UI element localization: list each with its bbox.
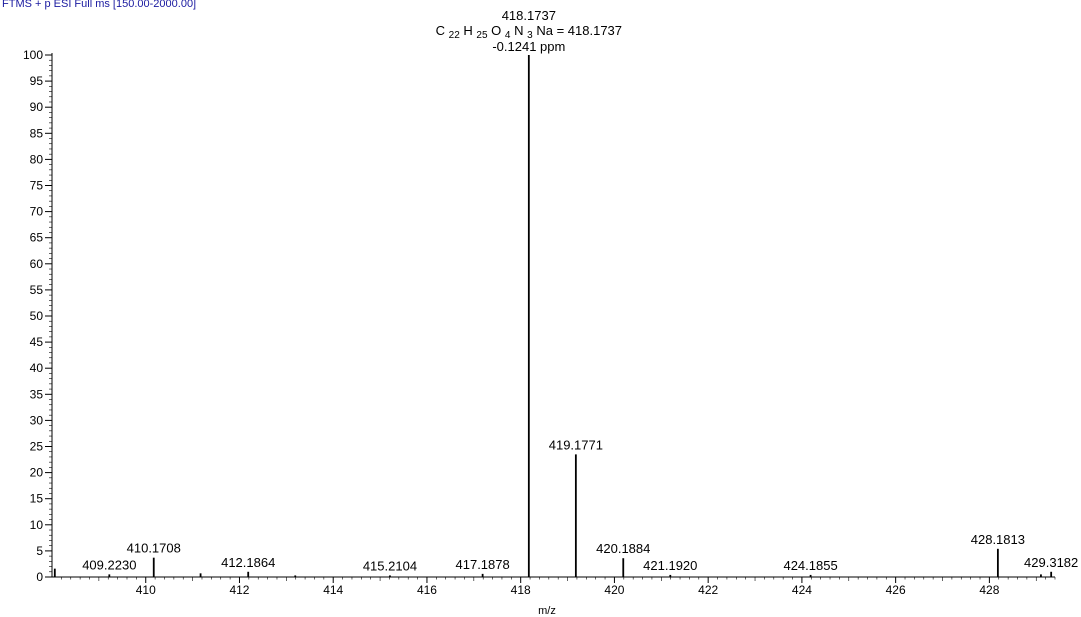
y-tick-label: 10	[30, 518, 44, 532]
x-tick-label: 416	[417, 583, 437, 597]
y-tick-label: 65	[30, 231, 44, 245]
y-tick-label: 55	[30, 283, 44, 297]
peak-label: 429.3182	[1024, 555, 1078, 570]
y-tick-label: 25	[30, 440, 44, 454]
x-axis: 410 412 414 416 418 420 422 424 426 428	[52, 576, 1056, 597]
y-tick-label: 75	[30, 179, 44, 193]
annotation-ppm: -0.1241 ppm	[492, 39, 565, 54]
formula-part: H	[463, 23, 472, 38]
x-tick-label: 414	[323, 583, 343, 597]
annotation-formula: C 22 H 25 O 4 N 3 Na = 418.1737	[436, 23, 622, 41]
peak-label: 415.2104	[363, 558, 417, 573]
peak-label: 424.1855	[783, 558, 837, 573]
y-tick-label: 95	[30, 74, 44, 88]
y-tick-label: 15	[30, 492, 44, 506]
y-tick-label: 80	[30, 152, 44, 166]
formula-part: 418.1737	[568, 23, 622, 38]
x-tick-label: 412	[229, 583, 249, 597]
x-tick-label: 420	[604, 583, 624, 597]
y-tick-label: 0	[36, 570, 43, 584]
y-tick-label: 30	[30, 413, 44, 427]
peak-label: 412.1864	[221, 555, 275, 570]
y-tick-label: 45	[30, 335, 44, 349]
x-tick-label: 424	[792, 583, 812, 597]
x-tick-label: 428	[979, 583, 999, 597]
x-tick-label: 426	[886, 583, 906, 597]
y-tick-label: 90	[30, 100, 44, 114]
y-tick-label: 35	[30, 387, 44, 401]
peak-label: 421.1920	[643, 558, 697, 573]
peak-label: 409.2230	[82, 557, 136, 572]
y-tick-label: 40	[30, 361, 44, 375]
y-tick-label: 85	[30, 126, 44, 140]
y-tick-label: 60	[30, 257, 44, 271]
x-tick-label: 422	[698, 583, 718, 597]
formula-part: Na	[536, 23, 553, 38]
peak-label: 410.1708	[127, 541, 181, 556]
formula-subscript: 3	[527, 30, 533, 41]
peaks	[53, 55, 1053, 577]
x-axis-title: m/z	[538, 605, 556, 617]
x-tick-label: 418	[511, 583, 531, 597]
annotation-mz: 418.1737	[502, 8, 556, 23]
formula-subscript: 22	[449, 30, 461, 41]
y-tick-label: 50	[30, 309, 44, 323]
y-tick-label: 5	[36, 544, 43, 558]
y-tick-label: 70	[30, 205, 44, 219]
formula-subscript: 4	[505, 30, 511, 41]
formula-subscript: 25	[476, 30, 488, 41]
peak-label: 428.1813	[971, 532, 1025, 547]
formula-part: O	[491, 23, 501, 38]
x-tick-label: 410	[136, 583, 156, 597]
formula-part: C	[436, 23, 445, 38]
formula-part: N	[514, 23, 523, 38]
formula-part: =	[557, 23, 565, 38]
peak-label: 420.1884	[596, 541, 650, 556]
peak-label: 417.1878	[456, 557, 510, 572]
y-tick-label: 20	[30, 466, 44, 480]
y-axis: 0 5 10 15 20 25 30 35 40 45 50 55 60 65 70 75 80 85 90 95 10…	[23, 48, 53, 584]
y-tick-label: 100	[23, 48, 43, 62]
peak-label: 419.1771	[549, 437, 603, 452]
scan-filter-label: FTMS + p ESI Full ms [150.00-2000.00]	[2, 0, 197, 10]
